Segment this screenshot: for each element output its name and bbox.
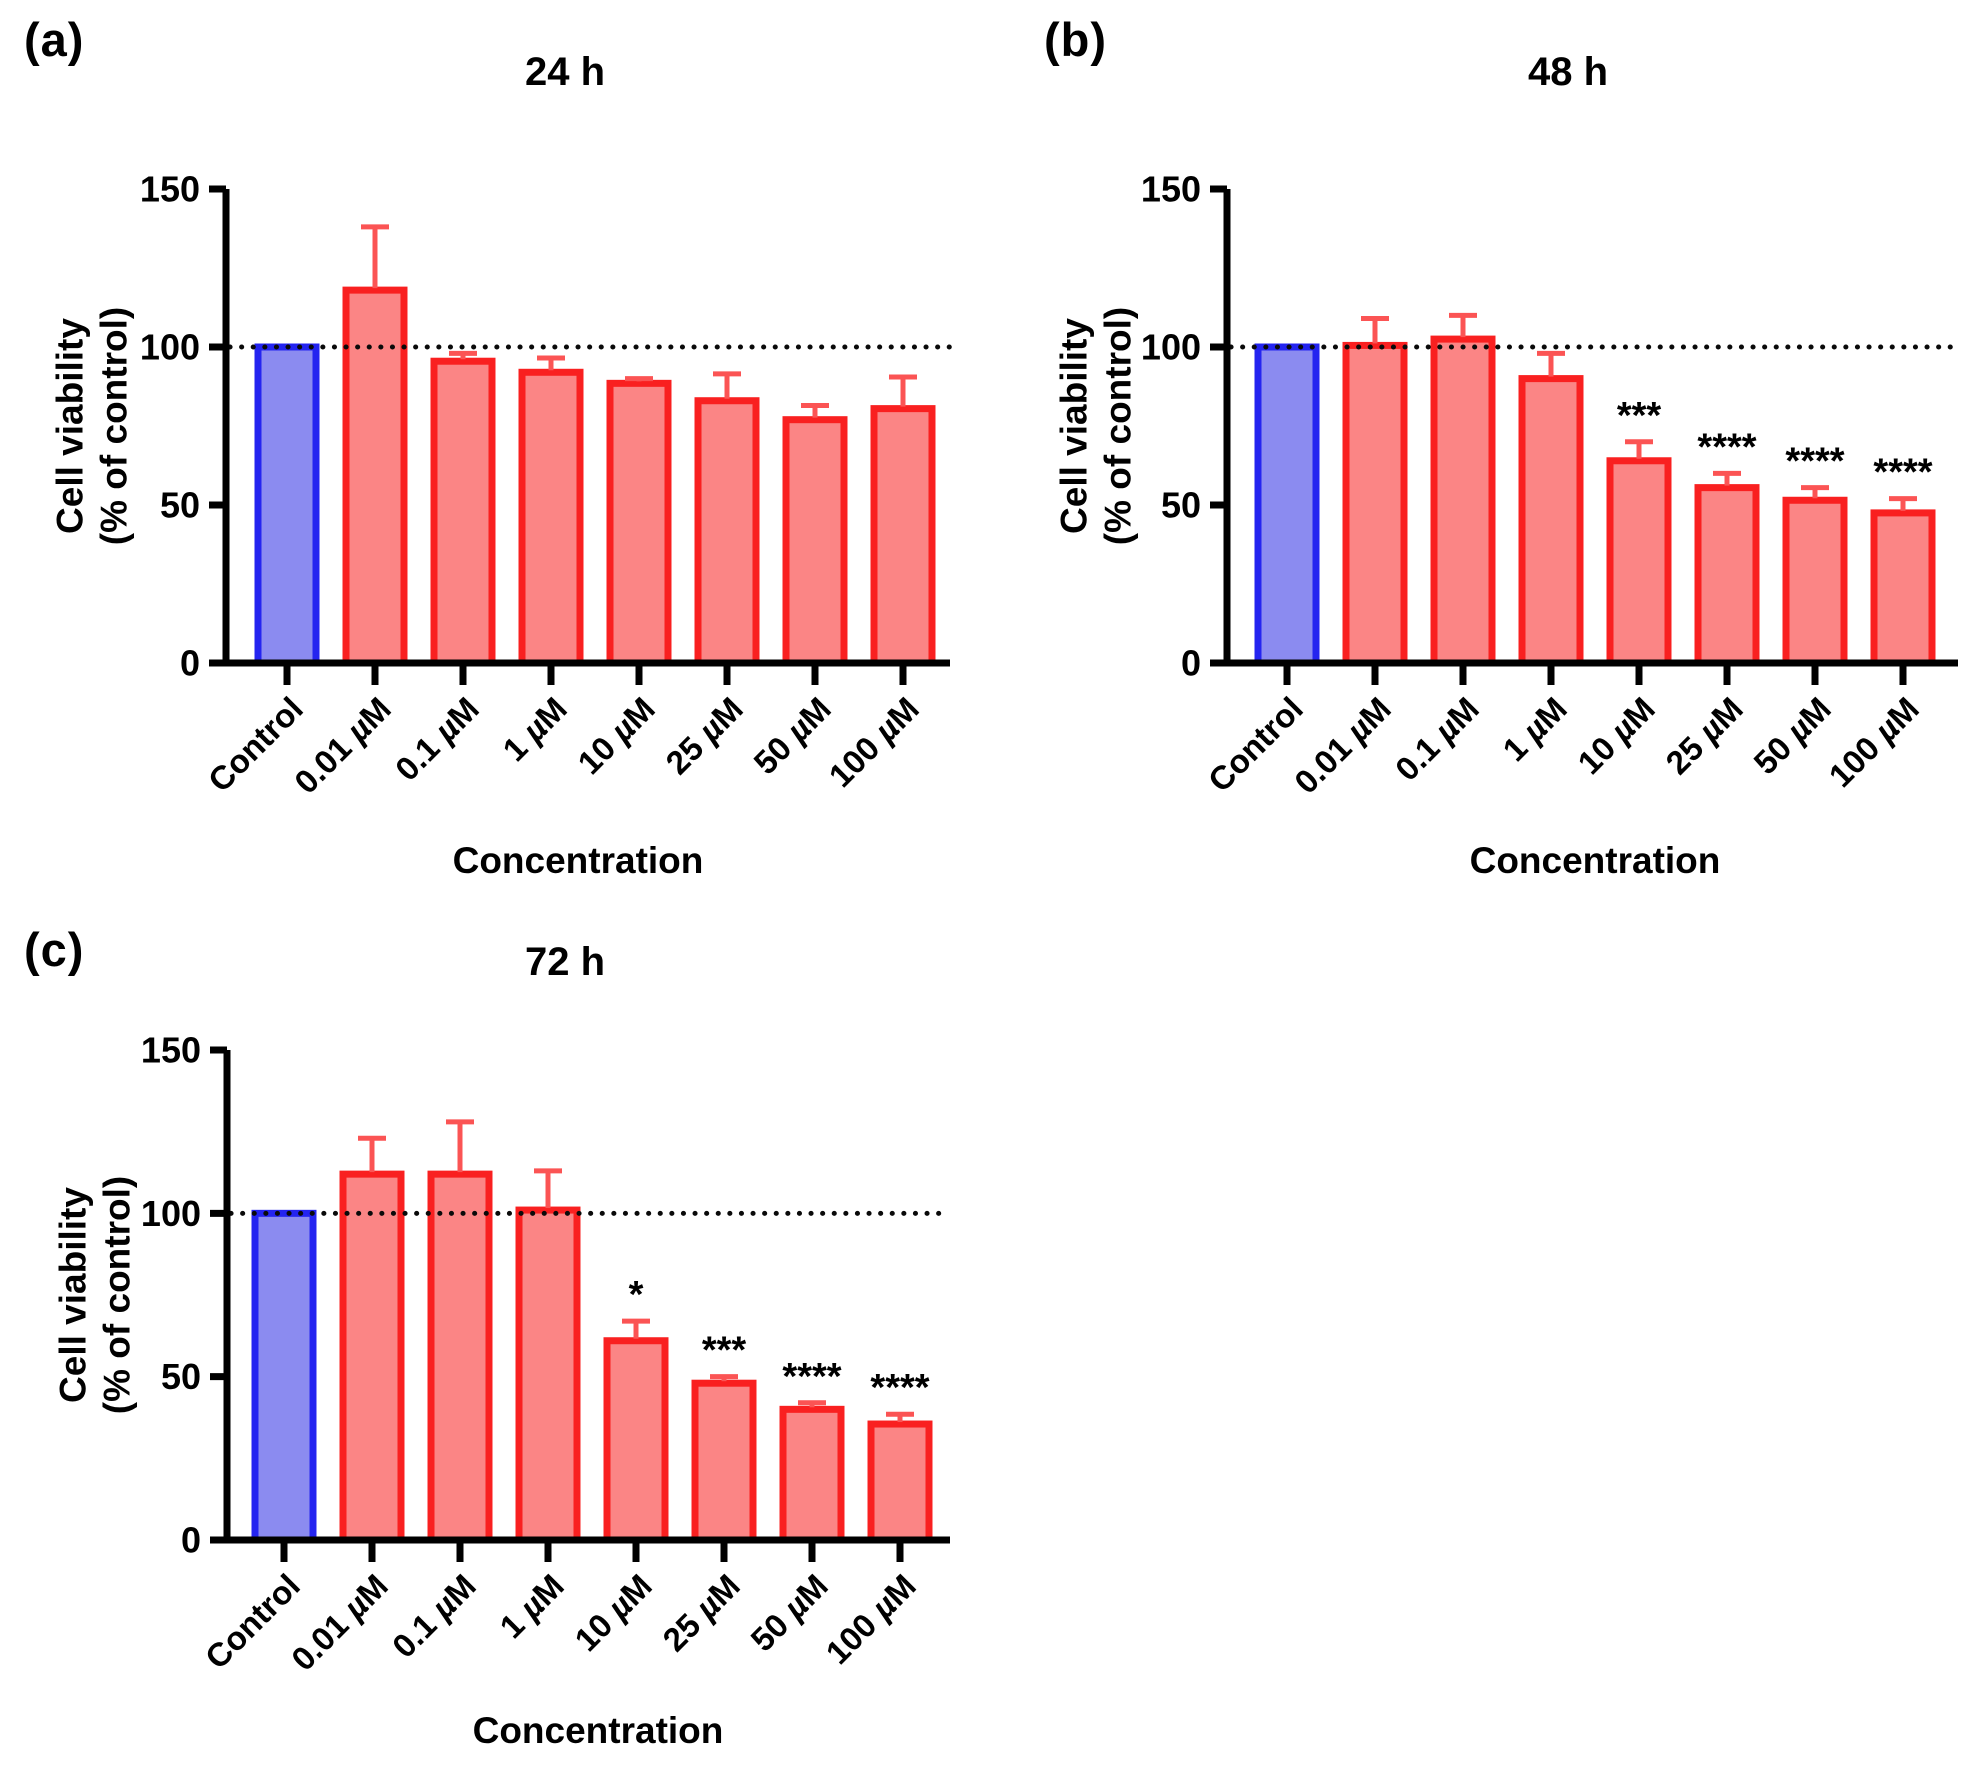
yaxis-label-line2: (% of control) [1097,306,1138,546]
panel-a-label: (a) [24,13,85,66]
y-tick-label: 100 [140,327,200,368]
y-tick-label: 0 [180,643,200,684]
category-label: 0.1 µM [1388,690,1486,788]
bar [1782,496,1848,667]
significance-stars: **** [1697,426,1756,468]
bar [1518,375,1584,667]
panel-c-label: (c) [24,923,85,976]
panel-a-yaxis-label: Cell viability (% of control) [48,307,135,545]
control-bar [1254,343,1320,667]
category-label: 100 µM [818,1567,922,1671]
category-label: 10 µM [570,690,661,781]
significance-stars: **** [870,1367,929,1409]
bar [339,1170,405,1544]
bar [782,416,848,667]
bar [518,368,584,667]
category-label: 100 µM [1821,690,1925,794]
y-tick-label: 0 [1181,643,1201,684]
y-tick-label: 150 [141,1030,201,1071]
category-label: 0.1 µM [385,1567,483,1665]
panel-b-xaxis-label: Concentration [1469,840,1721,881]
panel-a-chart: 0 50 100 150 Control 0.01 µM 0.1 µM 1 µM 10 µM 25… [0,0,1000,890]
significance-stars: **** [1873,452,1932,494]
panel-c-title: 72 h [524,940,606,984]
panel-b-label: (b) [1044,13,1108,66]
category-label: 0.1 µM [388,690,486,788]
panel-b-chart: 0 50 100 150 Control 0.01 µM 0.1 µM 1 µM 10 µM **… [1000,0,1980,890]
category-label: 10 µM [1570,690,1661,781]
yaxis-label-line1: Cell viability [1053,318,1095,534]
y-tick-label: 150 [1141,169,1201,210]
bar [606,379,672,667]
category-label: 0.01 µM [284,1567,395,1678]
category-label: 25 µM [1658,690,1749,781]
y-tick-label: 0 [181,1520,201,1561]
significance-stars: *** [1617,395,1662,437]
yaxis-label-line2: (% of control) [96,1175,137,1415]
y-tick-label: 50 [1161,485,1201,526]
panel-a-title: 24 h [524,50,606,94]
bar [1694,484,1760,667]
panel-c-xaxis-label: Concentration [472,1710,724,1751]
bar [1606,457,1672,667]
y-tick-label: 150 [140,169,200,210]
control-bar [254,343,320,667]
panel-c-chart: 0 50 100 150 Control 0.01 µM 0.1 µM 1 µM 10 µM * 2… [0,890,1000,1774]
yaxis-label-line1: Cell viability [49,318,91,534]
bar [1430,335,1496,667]
y-tick-label: 50 [160,485,200,526]
significance-stars: **** [782,1356,841,1398]
significance-stars: * [629,1274,644,1316]
bar [691,1379,757,1544]
y-tick-label: 50 [161,1356,201,1397]
bar [1342,341,1408,667]
category-label: 0.01 µM [1287,690,1398,801]
category-label: 25 µM [658,690,749,781]
y-tick-label: 100 [141,1193,201,1234]
bar [427,1170,493,1544]
bar [870,405,936,667]
category-label: 0.01 µM [287,690,398,801]
panel-a-xaxis-label: Concentration [452,840,704,881]
yaxis-label-line2: (% of control) [93,306,134,546]
panel-c-yaxis-label: Cell viability (% of control) [51,1176,138,1414]
panel-b-title: 48 h [1527,50,1609,94]
category-label: 10 µM [567,1567,658,1658]
bar [603,1337,669,1544]
panel-b-yaxis-label: Cell viability (% of control) [1052,307,1139,545]
y-tick-label: 100 [1141,327,1201,368]
yaxis-label-line1: Cell viability [52,1187,94,1403]
category-label: 1 µM [492,1567,571,1646]
category-label: 25 µM [655,1567,746,1658]
bar [779,1405,845,1544]
bar [342,286,408,667]
significance-stars: *** [702,1330,747,1372]
significance-stars: **** [1785,441,1844,483]
category-label: 1 µM [495,690,574,769]
category-label: 100 µM [821,690,925,794]
category-label: 1 µM [1495,690,1574,769]
bar [694,397,760,667]
bar [1870,509,1936,667]
bar [867,1420,933,1544]
bar [430,357,496,667]
control-bar [251,1209,317,1544]
bar [515,1206,581,1544]
